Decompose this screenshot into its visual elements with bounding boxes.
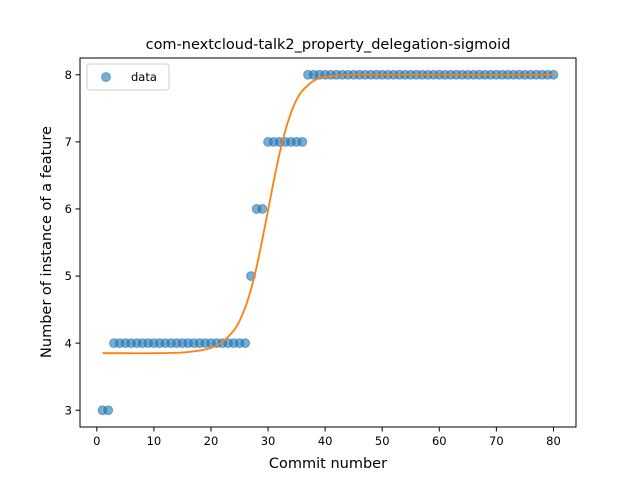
y-axis-label: Number of instance of a feature: [39, 126, 55, 358]
y-tick-label: 8: [65, 68, 72, 82]
y-tick-label: 3: [65, 403, 72, 417]
x-tick-label: 50: [375, 434, 390, 448]
data-point: [103, 405, 114, 416]
legend: data: [86, 63, 170, 91]
x-tick-label: 40: [318, 434, 333, 448]
data-point: [297, 136, 308, 147]
data-point: [240, 338, 251, 349]
x-tick-label: 0: [93, 434, 100, 448]
axes: 0 10 20 30 40 50 60 70 80 3 4 5 6 7 8: [65, 57, 577, 448]
x-tick-label: 30: [261, 434, 276, 448]
data-point: [257, 204, 268, 214]
data-points: [97, 69, 559, 416]
y-tick-label: 4: [65, 336, 72, 350]
plot-area: [97, 69, 559, 416]
legend-label: data: [131, 70, 157, 84]
chart-title: com-nextcloud-talk2_property_delegation-…: [146, 37, 511, 53]
x-tick-label: 80: [546, 434, 561, 448]
y-tick-label: 5: [65, 269, 72, 283]
x-axis-label: Commit number: [269, 456, 387, 472]
y-tick-label: 6: [65, 202, 72, 216]
legend-box: [86, 63, 170, 91]
axes-frame: [79, 57, 577, 428]
x-tick-label: 10: [147, 434, 162, 448]
y-tick-label: 7: [65, 135, 72, 149]
legend-marker: [101, 72, 111, 82]
x-tick-label: 20: [204, 434, 219, 448]
x-tick-label: 70: [489, 434, 504, 448]
x-tick-label: 60: [432, 434, 447, 448]
fit-line: [102, 73, 554, 355]
